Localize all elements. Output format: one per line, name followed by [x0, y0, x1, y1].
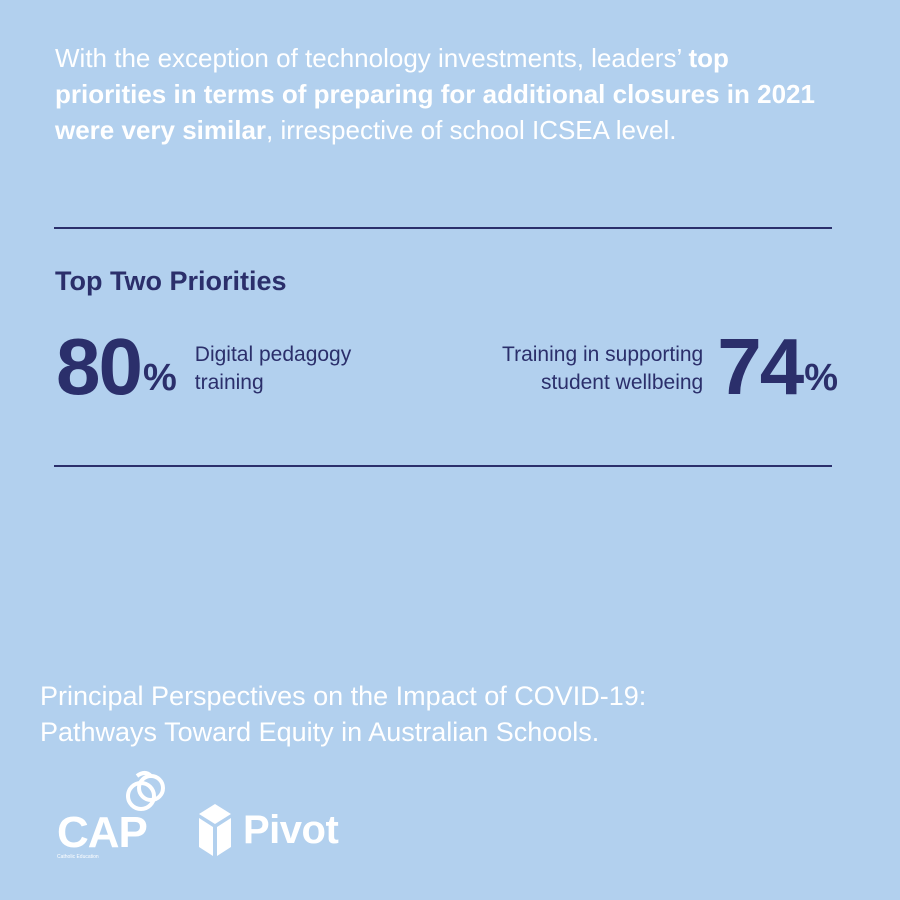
pivot-logo: Pivot — [197, 800, 339, 860]
top-divider — [54, 227, 832, 229]
stat-student-wellbeing: Training in supporting student wellbeing… — [502, 324, 838, 410]
cap-logo-text: CAP — [57, 808, 148, 857]
cap-logo-tagline: Catholic Education — [57, 854, 99, 860]
pivot-cube-icon — [199, 804, 231, 856]
stat-label-line1: Digital pedagogy — [194, 343, 352, 366]
stat-label-line2: training — [194, 371, 264, 394]
stat-value: 80 — [56, 322, 143, 411]
stat-label: Digital pedagogy training — [195, 341, 351, 397]
pivot-logo-text: Pivot — [243, 807, 339, 852]
stat-unit: % — [142, 357, 177, 399]
bottom-divider — [54, 465, 832, 467]
stat-label: Training in supporting student wellbeing — [502, 341, 703, 397]
cap-swirl-icon — [126, 771, 165, 811]
intro-part1: With the exception of technology investm… — [55, 43, 689, 73]
stat-unit: % — [804, 357, 838, 399]
intro-text: With the exception of technology investm… — [55, 40, 845, 148]
stat-label-line1: Training in supporting — [502, 343, 704, 366]
intro-bold: top priorities in terms of preparing for… — [55, 43, 815, 145]
cap-logo: CAP Catholic Education — [55, 770, 175, 865]
source-citation: Principal Perspectives on the Impact of … — [40, 678, 800, 750]
intro-part2: , irrespective of school ICSEA level. — [266, 115, 677, 145]
source-line1: Principal Perspectives on the Impact of … — [40, 681, 647, 711]
section-heading: Top Two Priorities — [55, 266, 287, 296]
stat-digital-pedagogy: 80 % Digital pedagogy training — [56, 324, 351, 410]
logo-row: CAP Catholic Education Pivot — [55, 770, 375, 870]
stat-label-line2: student wellbeing — [540, 371, 704, 394]
stat-value: 74 — [717, 322, 804, 411]
source-line2: Pathways Toward Equity in Australian Sch… — [40, 717, 600, 747]
